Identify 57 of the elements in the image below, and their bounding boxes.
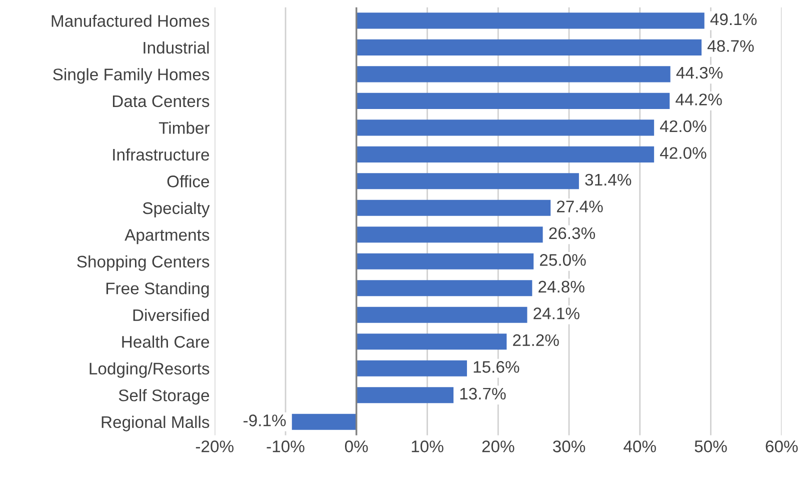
y-tick-label: Timber bbox=[158, 122, 210, 134]
y-tick-label: Single Family Homes bbox=[53, 68, 210, 84]
bar bbox=[356, 146, 654, 162]
y-tick-label: Health Care bbox=[122, 336, 210, 348]
y-tick-label: Office bbox=[167, 175, 210, 188]
data-label: 24.1% bbox=[534, 308, 580, 320]
y-tick-label: Free Standing bbox=[106, 282, 209, 298]
data-label: 31.4% bbox=[585, 174, 632, 186]
bar bbox=[292, 414, 356, 430]
y-tick-label: Specialty bbox=[142, 202, 210, 218]
x-tick-label: 60% bbox=[766, 440, 798, 452]
data-label: 25.0% bbox=[540, 254, 586, 266]
bar bbox=[356, 120, 654, 136]
bar bbox=[356, 360, 467, 376]
data-label: 13.7% bbox=[460, 388, 506, 400]
y-tick-label: Infrastructure bbox=[113, 148, 210, 161]
bar bbox=[356, 387, 454, 404]
data-label: 49.1% bbox=[710, 13, 757, 26]
data-label: 15.6% bbox=[474, 361, 520, 373]
x-tick-label: 0% bbox=[345, 440, 368, 452]
data-label: 21.2% bbox=[513, 334, 559, 346]
data-label: 42.0% bbox=[660, 120, 706, 132]
x-tick-label: 40% bbox=[624, 440, 656, 452]
y-tick-label: Data Centers bbox=[112, 95, 210, 108]
bar bbox=[356, 200, 551, 216]
bar bbox=[356, 39, 702, 56]
y-tick-label: Shopping Centers bbox=[77, 255, 210, 271]
bar bbox=[356, 92, 670, 109]
bar bbox=[356, 66, 670, 82]
bar bbox=[356, 334, 507, 350]
data-label: 44.2% bbox=[676, 94, 722, 106]
x-tick-label: 50% bbox=[694, 440, 727, 452]
bar bbox=[356, 226, 543, 243]
data-label: 24.8% bbox=[538, 280, 584, 293]
x-tick-label: 20% bbox=[482, 440, 514, 452]
data-label: 48.7% bbox=[708, 40, 754, 52]
y-tick-label: Diversified bbox=[133, 308, 209, 322]
data-label: 42.0% bbox=[660, 147, 706, 159]
data-label: 26.3% bbox=[549, 227, 596, 240]
data-label: -9.1% bbox=[244, 414, 286, 426]
bar bbox=[356, 12, 704, 29]
bar bbox=[356, 306, 528, 323]
bar bbox=[356, 173, 579, 190]
x-tick-label: 10% bbox=[412, 440, 444, 452]
y-tick-label: Self Storage bbox=[118, 389, 210, 405]
data-label: 27.4% bbox=[556, 200, 603, 212]
bar bbox=[356, 280, 532, 296]
y-tick-label: Lodging/Resorts bbox=[90, 362, 210, 378]
x-tick-label: 30% bbox=[552, 440, 586, 452]
y-tick-label: Manufactured Homes bbox=[52, 14, 210, 27]
y-tick-label: Industrial bbox=[144, 41, 209, 54]
y-tick-label: Regional Malls bbox=[102, 416, 210, 432]
x-tick-label: -10% bbox=[266, 440, 304, 452]
y-tick-label: Apartments bbox=[124, 229, 210, 244]
x-tick-label: -20% bbox=[196, 440, 234, 452]
bar bbox=[356, 253, 534, 270]
data-label: 44.3% bbox=[676, 66, 723, 79]
